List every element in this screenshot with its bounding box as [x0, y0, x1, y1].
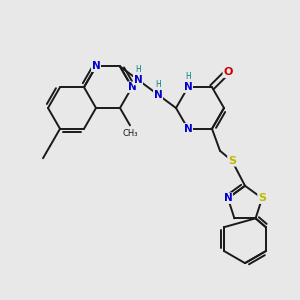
Text: H: H — [185, 72, 191, 81]
Text: O: O — [223, 67, 233, 77]
Text: N: N — [184, 82, 192, 92]
Text: H: H — [185, 72, 191, 81]
Text: N: N — [92, 61, 100, 71]
Text: N: N — [134, 75, 142, 85]
Text: N: N — [134, 75, 142, 85]
Text: CH₃: CH₃ — [122, 129, 138, 138]
Text: O: O — [223, 67, 233, 77]
Text: N: N — [92, 61, 100, 71]
Text: S: S — [228, 156, 236, 166]
Text: N: N — [224, 193, 232, 203]
Text: N: N — [184, 82, 192, 92]
Text: H: H — [155, 80, 161, 89]
Text: N: N — [184, 124, 192, 134]
Text: N: N — [128, 82, 136, 92]
Text: CH₃: CH₃ — [122, 129, 138, 138]
Text: N: N — [128, 82, 136, 92]
Text: N: N — [154, 90, 163, 100]
Text: S: S — [258, 193, 266, 203]
Text: H: H — [135, 65, 141, 74]
Text: S: S — [228, 156, 236, 166]
Text: N: N — [224, 193, 232, 203]
Text: S: S — [258, 193, 266, 203]
Text: N: N — [184, 124, 192, 134]
Text: H: H — [155, 80, 161, 89]
Text: N: N — [154, 90, 163, 100]
Text: H: H — [135, 65, 141, 74]
